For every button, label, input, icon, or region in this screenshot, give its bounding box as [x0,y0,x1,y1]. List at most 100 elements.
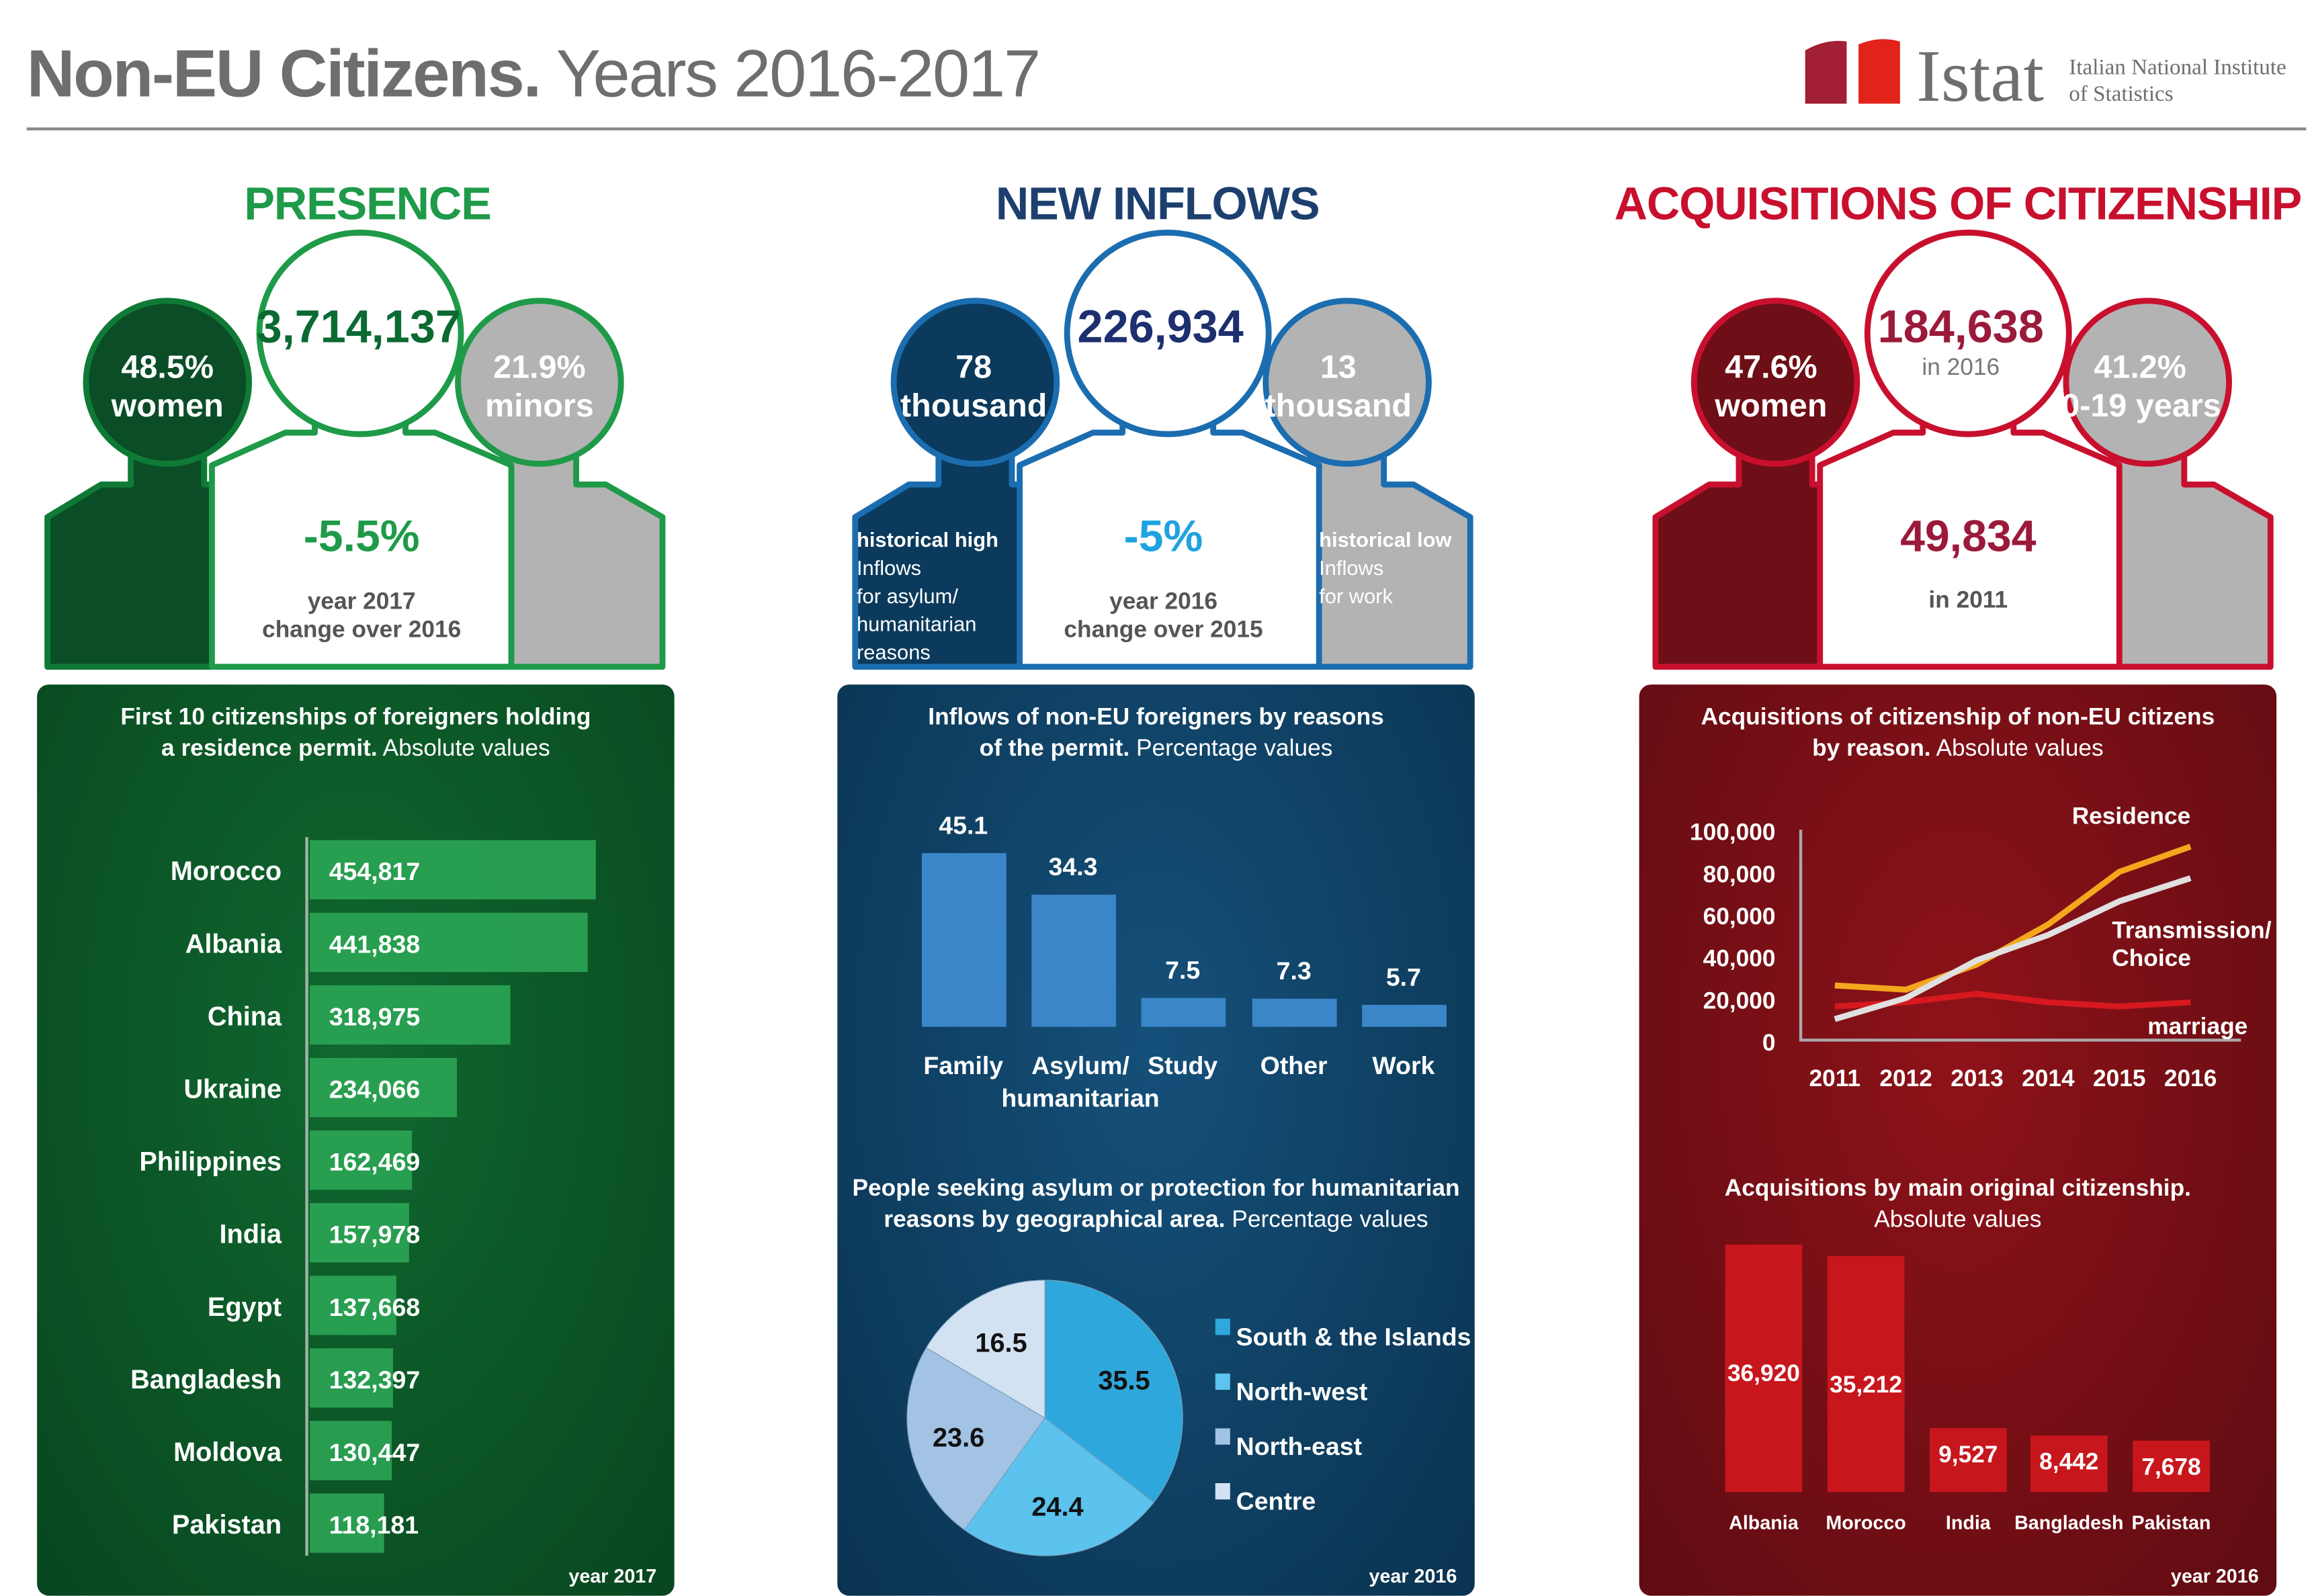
acq-young: 41.2% 0-19 years [2061,348,2221,424]
acq-panel-title-2: Acquisitions by main original citizenshi… [1724,1176,2191,1233]
inflows-category-label: Work [1372,1051,1435,1079]
presence-value-label: 157,978 [329,1221,421,1249]
figure-right-0-head [455,298,624,467]
y-tick-label: 40,000 [1703,946,1776,972]
y-tick-label: 100,000 [1690,819,1776,846]
y-tick-label: 60,000 [1703,903,1776,930]
presence-value-label: 454,817 [329,857,421,885]
presence-bar-9 [310,1493,384,1553]
inflows-bar-4 [1362,1004,1447,1027]
presence-category-label: Egypt [208,1292,282,1322]
presence-bar-8 [310,1421,392,1480]
x-tick-label: 2011 [1809,1065,1861,1092]
acq-bar-3 [2030,1435,2108,1493]
series-label: Residence [2072,803,2191,829]
figure-center-1-head [1064,229,1272,437]
presence-bar-1 [310,912,588,973]
presence-title: PRESENCE [244,177,491,230]
line-series-0 [1834,844,2192,993]
presence-bar-4 [310,1130,413,1190]
inflows-value-label: 7.5 [1165,956,1200,984]
x-tick-label: 2014 [2022,1065,2075,1092]
inflows-panel-title-2: People seeking asylum or protection for … [852,1176,1460,1233]
presence-category-label: Moldova [173,1437,282,1467]
pie-value-label: 35.5 [1098,1366,1150,1396]
presence-value-label: 132,397 [329,1366,421,1394]
legend-label: North-west [1236,1377,1368,1405]
figure-center-1 [1017,229,1322,670]
institute-name: Italian National Institute of Statistics [2069,56,2286,107]
acq-category-label: Albania [1729,1512,1799,1534]
presence-category-label: Bangladesh [130,1365,282,1394]
x-tick-label: 2016 [2164,1065,2217,1092]
presence-bar-3 [310,1057,458,1118]
legend-swatch-3 [1215,1483,1230,1500]
figure-left-2-head [1690,298,1860,467]
x-tick-label: 2012 [1879,1065,1932,1092]
legend-swatch-1 [1215,1373,1230,1390]
presence-category-label: Pakistan [172,1510,282,1540]
acq-2011-label: in 2011 [1928,588,2008,614]
figure-left-1-head [890,298,1060,467]
presence-category-label: Morocco [171,856,282,886]
line-series-1 [1834,875,2192,1022]
inflows-bar-2 [1141,998,1226,1027]
presence-panel-title: First 10 citizenships of foreigners hold… [120,705,591,762]
pie-slice-2 [906,1347,1045,1531]
inflows-year: year 2016 [1369,1564,1457,1587]
inflows-change-label: year 2016 change over 2015 [1064,589,1263,644]
presence-bar-6 [310,1276,396,1335]
presence-value-label: 441,838 [329,930,421,958]
pie-value-label: 16.5 [975,1328,1027,1358]
inflows-change: -5% [1123,513,1203,562]
y-tick-label: 80,000 [1703,861,1776,887]
acq-bar-1 [1827,1255,1905,1493]
istat-logo-icon [1805,39,1900,104]
presence-category-label: Philippines [139,1147,282,1177]
presence-value-label: 130,447 [329,1438,421,1466]
x-tick-label: 2013 [1951,1065,2004,1092]
acq-total: 184,638 [1877,300,2044,353]
figure-center-2-head [1864,229,2072,437]
istat-logo-text: Istat [1916,34,2045,118]
legend-label: South & the Islands [1236,1323,1471,1351]
inflows-category-label: Family [923,1051,1003,1079]
inflows-category-label: Other [1260,1051,1328,1079]
acq-category-label: Bangladesh [2014,1512,2123,1534]
acq-value-label: 36,920 [1727,1360,1800,1386]
acq-bar-0 [1725,1244,1803,1493]
presence-bar-5 [310,1203,409,1263]
figure-left-0-head [83,298,252,467]
acq-value-label: 7,678 [2141,1454,2200,1480]
presence-change-label: year 2017 change over 2016 [262,589,462,644]
acq-2011-value: 49,834 [1900,513,2037,562]
header-divider [26,127,2307,131]
acq-category-label: Morocco [1826,1512,1906,1534]
line-axes [1799,830,2241,1042]
presence-category-label: China [208,1002,282,1031]
inflows-category-label: Asylum/ [1031,1051,1129,1079]
acq-total-sub: in 2016 [1922,355,2000,381]
acq-bar-4 [2133,1440,2210,1493]
inflows-total: 226,934 [1077,300,1244,353]
presence-value-label: 318,975 [329,1002,421,1030]
pie-slice-3 [925,1280,1045,1419]
presence-year: year 2017 [568,1564,657,1587]
presence-value-label: 234,066 [329,1075,421,1103]
acq-panel-title-1: Acquisitions of citizenship of non-EU ci… [1701,705,2215,762]
y-tick-label: 0 [1762,1030,1776,1056]
inflows-title: NEW INFLOWS [995,177,1320,230]
x-tick-label: 2015 [2093,1065,2146,1092]
presence-value-label: 118,181 [329,1511,419,1539]
inflows-bar-0 [922,852,1007,1027]
inflows-value-label: 34.3 [1049,852,1098,881]
presence-total: 3,714,137 [256,300,461,353]
presence-bar-2 [310,985,511,1045]
series-label: Choice [2112,945,2191,971]
figure-center-2 [1817,229,2123,670]
presence-category-label: India [219,1220,282,1249]
acq-value-label: 9,527 [1938,1442,1998,1468]
figure-center-0 [209,229,515,670]
acq-value-label: 35,212 [1830,1372,1902,1398]
